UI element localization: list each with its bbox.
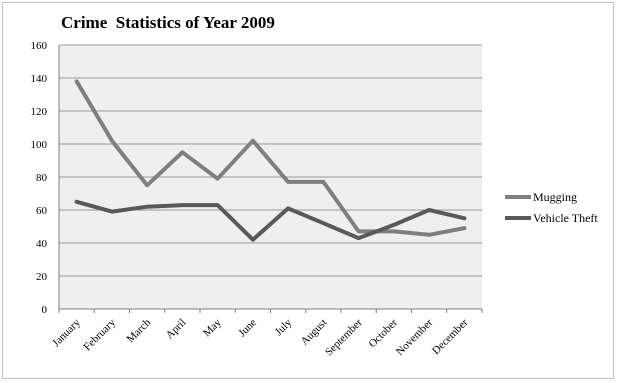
series-line-vehicle-theft (74, 199, 467, 242)
chart-title: Crime Statistics of Year 2009 (61, 13, 275, 32)
x-tick-label: June (236, 317, 259, 340)
y-tick-label: 20 (36, 271, 48, 283)
x-tick-label: October (366, 316, 400, 350)
y-tick-label: 160 (31, 40, 48, 52)
x-tick-label: November (394, 316, 436, 358)
y-tick-label: 40 (36, 238, 48, 250)
x-tick-label: July (273, 316, 295, 338)
series-line-mugging (74, 79, 467, 237)
x-tick-label: March (124, 316, 153, 345)
y-tick-label: 60 (36, 205, 48, 217)
y-tick-label: 140 (31, 73, 48, 85)
x-tick-label: December (430, 316, 471, 357)
legend-label: Mugging (533, 190, 577, 204)
x-tick-label: September (323, 316, 365, 358)
x-tick-label: August (299, 317, 330, 348)
x-tick-label: January (50, 316, 83, 349)
legend-label: Vehicle Theft (533, 211, 598, 225)
x-tick-label: February (81, 316, 118, 353)
y-tick-label: 80 (36, 172, 48, 184)
y-tick-label: 100 (31, 139, 48, 151)
y-tick-label: 0 (42, 304, 48, 316)
y-tick-label: 120 (31, 106, 48, 118)
x-tick-label: April (164, 317, 189, 342)
x-tick-label: May (201, 316, 224, 339)
